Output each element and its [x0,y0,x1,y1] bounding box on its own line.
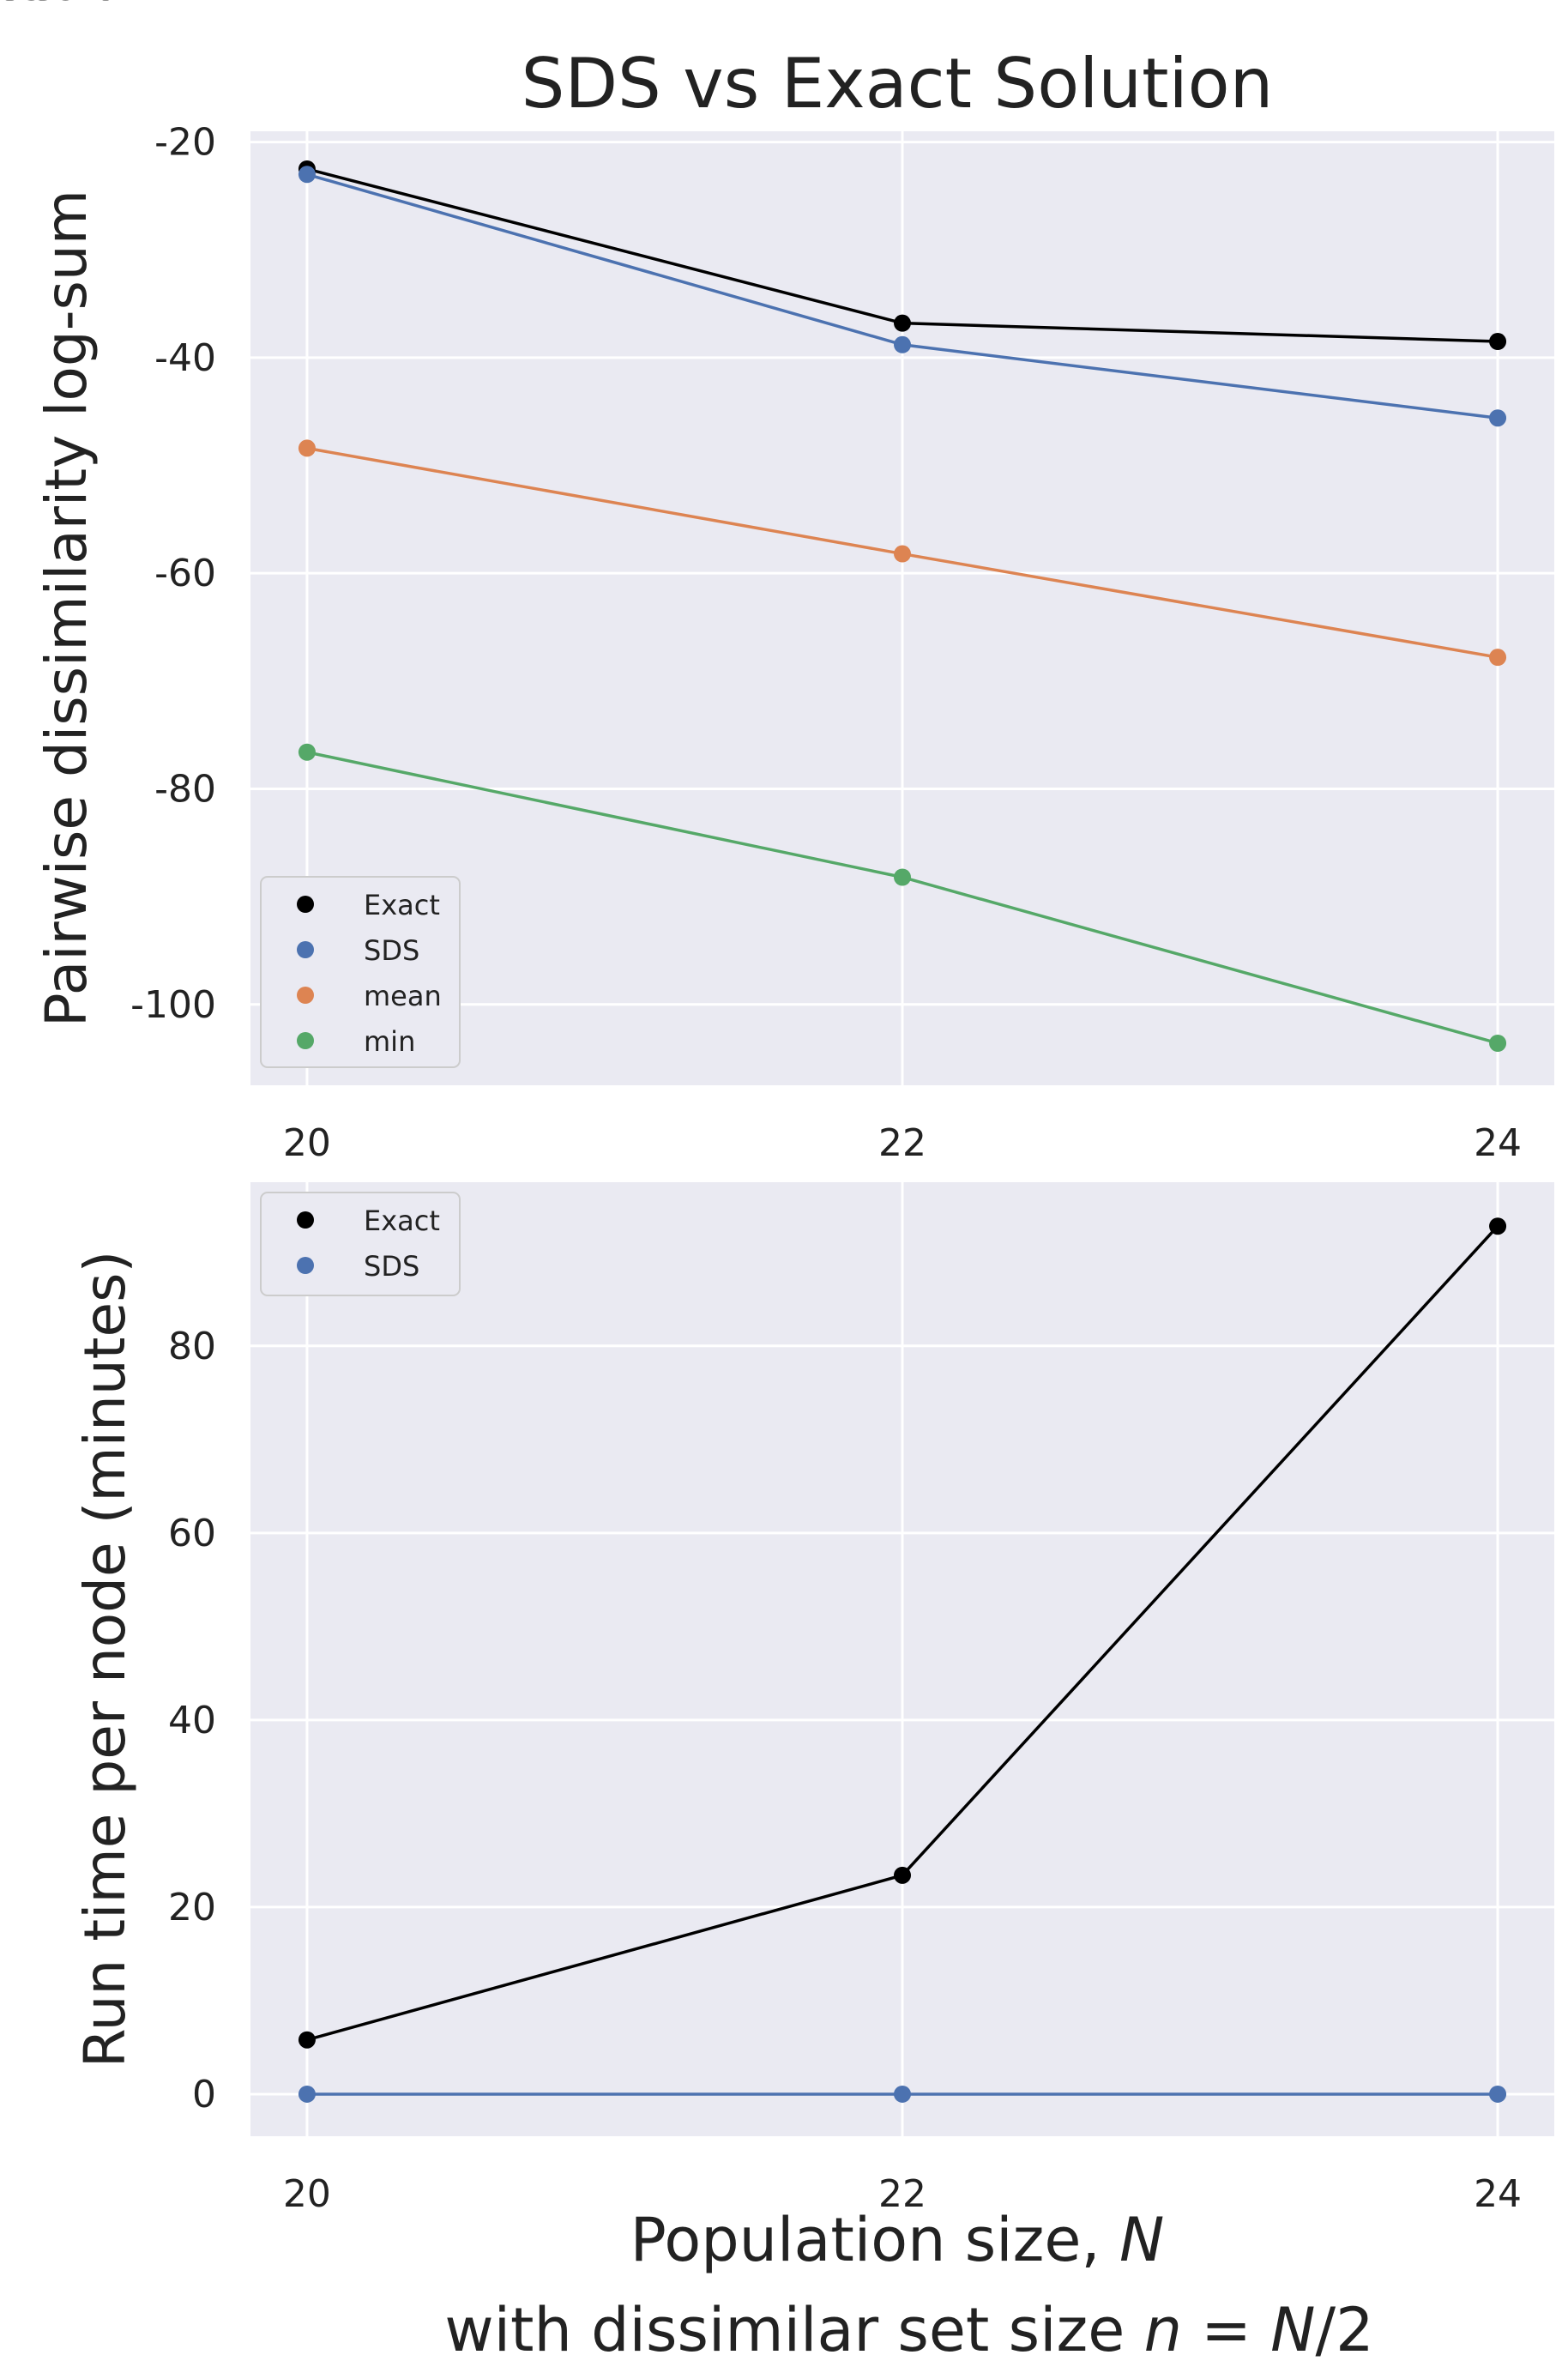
y-axis-label: Pairwise dissimilarity log-sum [33,190,100,1027]
legend-marker-SDS [297,941,314,958]
data-point-SDS [894,2085,911,2103]
plot-runtime: 0 20 40 60 80 20 22 24 Run time per node (minute… [0,0,1554,2216]
data-point-Exact [298,2031,316,2049]
data-point-Exact [894,1866,911,1884]
legend-marker-Exact [297,1211,314,1229]
data-point-min [1489,1034,1507,1052]
y-tick-label: -100 [130,983,216,1027]
y-tick-label: 80 [168,1325,216,1368]
data-point-SDS [894,335,911,353]
data-point-Exact [1489,333,1507,351]
legend-marker-mean [297,987,314,1004]
data-label-SDS: 2.2 ms [0,0,117,9]
data-point-mean [1489,649,1507,667]
data-point-Exact [894,314,911,332]
data-point-SDS [298,2085,316,2103]
legend: Exact SDS mean min [260,876,461,1068]
legend-label-Exact: Exact [364,1205,440,1237]
x-tick-label: 24 [1474,1121,1522,1165]
data-point-SDS [1489,409,1507,427]
legend-label-SDS: SDS [364,934,419,967]
y-tick-label: 40 [168,1699,216,1742]
y-tick-label: 60 [168,1512,216,1555]
data-point-SDS [298,166,316,184]
data-point-Exact [1489,1217,1507,1235]
legend-frame [260,876,461,1068]
x-tick-label: 24 [1474,2172,1522,2216]
x-tick-label: 20 [283,1121,331,1165]
data-label-Exact: 5.8 [0,0,55,9]
chart-title: SDS vs Exact Solution [522,44,1274,124]
legend-label-Exact: Exact [364,889,440,921]
data-label-SDS: 6.7 ms [0,0,117,9]
y-tick-label: -40 [154,336,216,380]
y-tick-label: -20 [154,121,216,165]
legend-marker-Exact [297,896,314,913]
legend-label-min: min [364,1025,415,1058]
data-point-mean [894,545,911,563]
data-label-SDS: 7.9 ms [0,0,117,9]
legend-label-SDS: SDS [364,1250,419,1283]
x-tick-label: 22 [878,1121,926,1165]
legend-marker-SDS [297,1257,314,1274]
x-tick-label: 22 [878,2172,926,2216]
legend: Exact SDS [260,1192,461,1296]
data-label-Exact: 23.4 [0,0,76,9]
plot-dissimilarity: -20 -40 -60 -80 -100 20 22 24 Pairwise dissimila… [33,121,1554,1165]
y-tick-label: -80 [154,767,216,811]
legend-marker-min [297,1032,314,1049]
data-label-Exact: 92.8 [0,0,76,9]
x-tick-label: 20 [283,2172,331,2216]
y-tick-label: 0 [192,2073,216,2116]
data-point-min [894,868,911,886]
x-axis-label: Population size, N [630,2205,1165,2275]
legend-label-mean: mean [364,980,442,1012]
data-point-SDS [1489,2085,1507,2103]
data-point-mean [298,439,316,457]
y-axis-label: Run time per node (minutes) [72,1251,138,2068]
data-point-min [298,743,316,761]
y-tick-label: 20 [168,1886,216,1929]
x-axis-label-subtitle: with dissimilar set size n = N/2 [444,2295,1373,2365]
y-tick-label: -60 [154,552,216,595]
